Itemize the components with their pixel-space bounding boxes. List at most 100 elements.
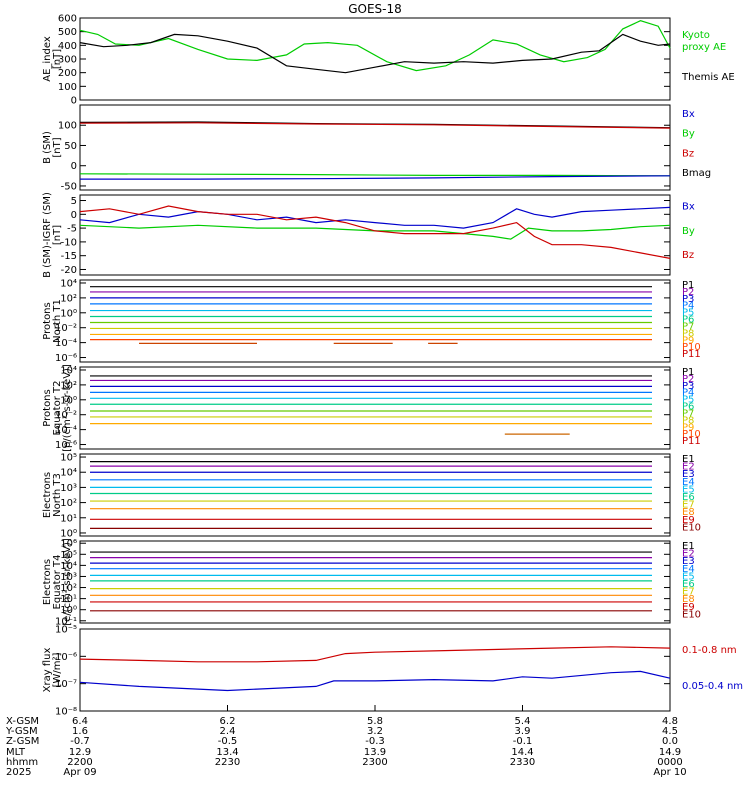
legend-entry: E9: [682, 515, 695, 526]
x-tick-value: 14.9: [659, 747, 681, 758]
x-row-label: MLT: [6, 747, 26, 758]
y-tick-label: -5: [67, 224, 77, 235]
y-tick-label: 10⁰: [60, 528, 77, 539]
y-tick-label: 10⁻⁴: [55, 338, 77, 349]
y-tick-label: 10⁻¹: [55, 616, 77, 627]
y-tick-label: 10²: [60, 583, 77, 594]
y-axis-label: AE_index: [42, 36, 53, 82]
legend-entry: P7: [682, 408, 694, 419]
legend-entry: P6: [682, 402, 694, 413]
legend-entry: P10: [682, 342, 701, 353]
series-line: [79, 122, 671, 129]
x-tick-value: 4.5: [662, 726, 678, 737]
x-tick-value: -0.7: [70, 736, 90, 747]
legend-entry: E5: [682, 484, 695, 495]
x-row-label: Y-GSM: [5, 726, 38, 737]
series-line: [79, 205, 671, 259]
series-line: [80, 175, 671, 180]
x-tick-value: 0000: [657, 757, 682, 768]
y-tick-label: 10⁻²: [55, 323, 77, 334]
legend-entry: E6: [682, 579, 695, 590]
panel-protons_t2: 10⁴ 10² 10⁰ 10⁻² 10⁻⁴ 10⁻⁶ Protons Equator T2 [p…: [42, 364, 701, 452]
legend-entry: P4: [682, 388, 694, 399]
legend-entry: E1: [682, 454, 695, 465]
x-tick-value: 2.4: [220, 726, 236, 737]
x-tick-value: Apr 10: [653, 767, 686, 778]
y-tick-label: 10⁻⁵: [55, 625, 77, 636]
x-tick-value: -0.5: [218, 736, 238, 747]
y-tick-label: 400: [58, 41, 77, 52]
y-tick-label: -20: [61, 265, 77, 276]
y-tick-label: 10²: [60, 380, 77, 391]
legend-entry: 0.05-0.4 nm: [682, 681, 743, 692]
x-tick-value: 3.2: [367, 726, 383, 737]
y-tick-label: 10⁻⁸: [55, 707, 77, 718]
y-axis-label: North T3: [52, 473, 63, 517]
legend-entry: P10: [682, 429, 701, 440]
y-tick-label: 10²: [60, 293, 77, 304]
y-axis-label: [W/m²]: [52, 652, 63, 687]
y-tick-label: 10⁴: [60, 365, 77, 376]
panel-frame: [79, 453, 671, 537]
legend-entry: E7: [682, 587, 695, 598]
y-tick-label: 10⁵: [60, 453, 77, 464]
y-tick-label: 10⁻⁴: [55, 425, 77, 436]
y-axis-label: North T1: [52, 299, 63, 343]
panel-b_sm: -50 0 50 100 B (SM) [nT] Bx By Bz Bmag: [42, 104, 711, 192]
legend-entry: Bx: [682, 109, 695, 120]
series-line: [79, 224, 671, 240]
y-axis-label: [nT]: [52, 225, 63, 245]
y-axis-label: Equator T4: [52, 555, 63, 610]
legend-entry: Bx: [682, 202, 695, 213]
y-tick-label: 500: [58, 27, 77, 38]
x-tick-value: 6.4: [72, 716, 88, 727]
y-axis-label: Equator T2: [52, 381, 63, 436]
y-tick-label: 10⁴: [60, 278, 77, 289]
legend-entry: E4: [682, 564, 695, 575]
panel-frame: [79, 540, 671, 624]
legend-entry: P3: [682, 294, 694, 305]
series-line: [79, 646, 671, 663]
legend-entry: E6: [682, 492, 695, 503]
x-tick-value: 13.4: [216, 747, 238, 758]
y-tick-label: 10²: [60, 498, 77, 509]
legend-entry: P8: [682, 328, 694, 339]
x-tick-value: -0.1: [513, 736, 533, 747]
x-tick-value: 5.8: [367, 716, 383, 727]
panel-protons_t1: 10⁴ 10² 10⁰ 10⁻² 10⁻⁴ 10⁻⁶ Protons North T1 P1P2…: [42, 278, 701, 364]
legend-entry: E9: [682, 602, 695, 613]
x-tick-value: 0.0: [662, 736, 678, 747]
x-tick-value: 14.4: [511, 747, 533, 758]
legend-entry: P5: [682, 308, 694, 319]
y-tick-label: 10⁻⁷: [55, 679, 77, 690]
y-tick-label: -15: [61, 251, 77, 262]
y-axis-label: [e/(cm²-s-sr-keV)]: [62, 538, 73, 626]
legend-entry: P2: [682, 287, 694, 298]
panel-frame: [79, 366, 671, 450]
legend-entry: E1: [682, 541, 695, 552]
x-tick-value: 5.4: [515, 716, 531, 727]
legend-entry: E2: [682, 462, 695, 473]
legend-entry: P9: [682, 335, 694, 346]
y-tick-label: 10⁰: [60, 308, 77, 319]
y-tick-label: 10⁻⁶: [55, 440, 77, 451]
legend-entry: By: [682, 226, 695, 237]
legend-entry: Themis AE: [681, 72, 735, 83]
series-line: [79, 33, 671, 74]
legend-entry: E5: [682, 571, 695, 582]
y-axis-label: Protons: [42, 389, 53, 426]
y-axis-label: Xray flux: [42, 648, 53, 693]
x-tick-value: 6.2: [220, 716, 236, 727]
legend-entry: By: [682, 129, 695, 140]
x-tick-value: Apr 09: [63, 767, 96, 778]
x-tick-value: 1.6: [72, 726, 88, 737]
legend-entry: P7: [682, 321, 694, 332]
x-tick-value: 12.9: [69, 747, 91, 758]
y-tick-label: 10⁰: [60, 395, 77, 406]
legend-entry: Kyoto: [682, 30, 710, 41]
